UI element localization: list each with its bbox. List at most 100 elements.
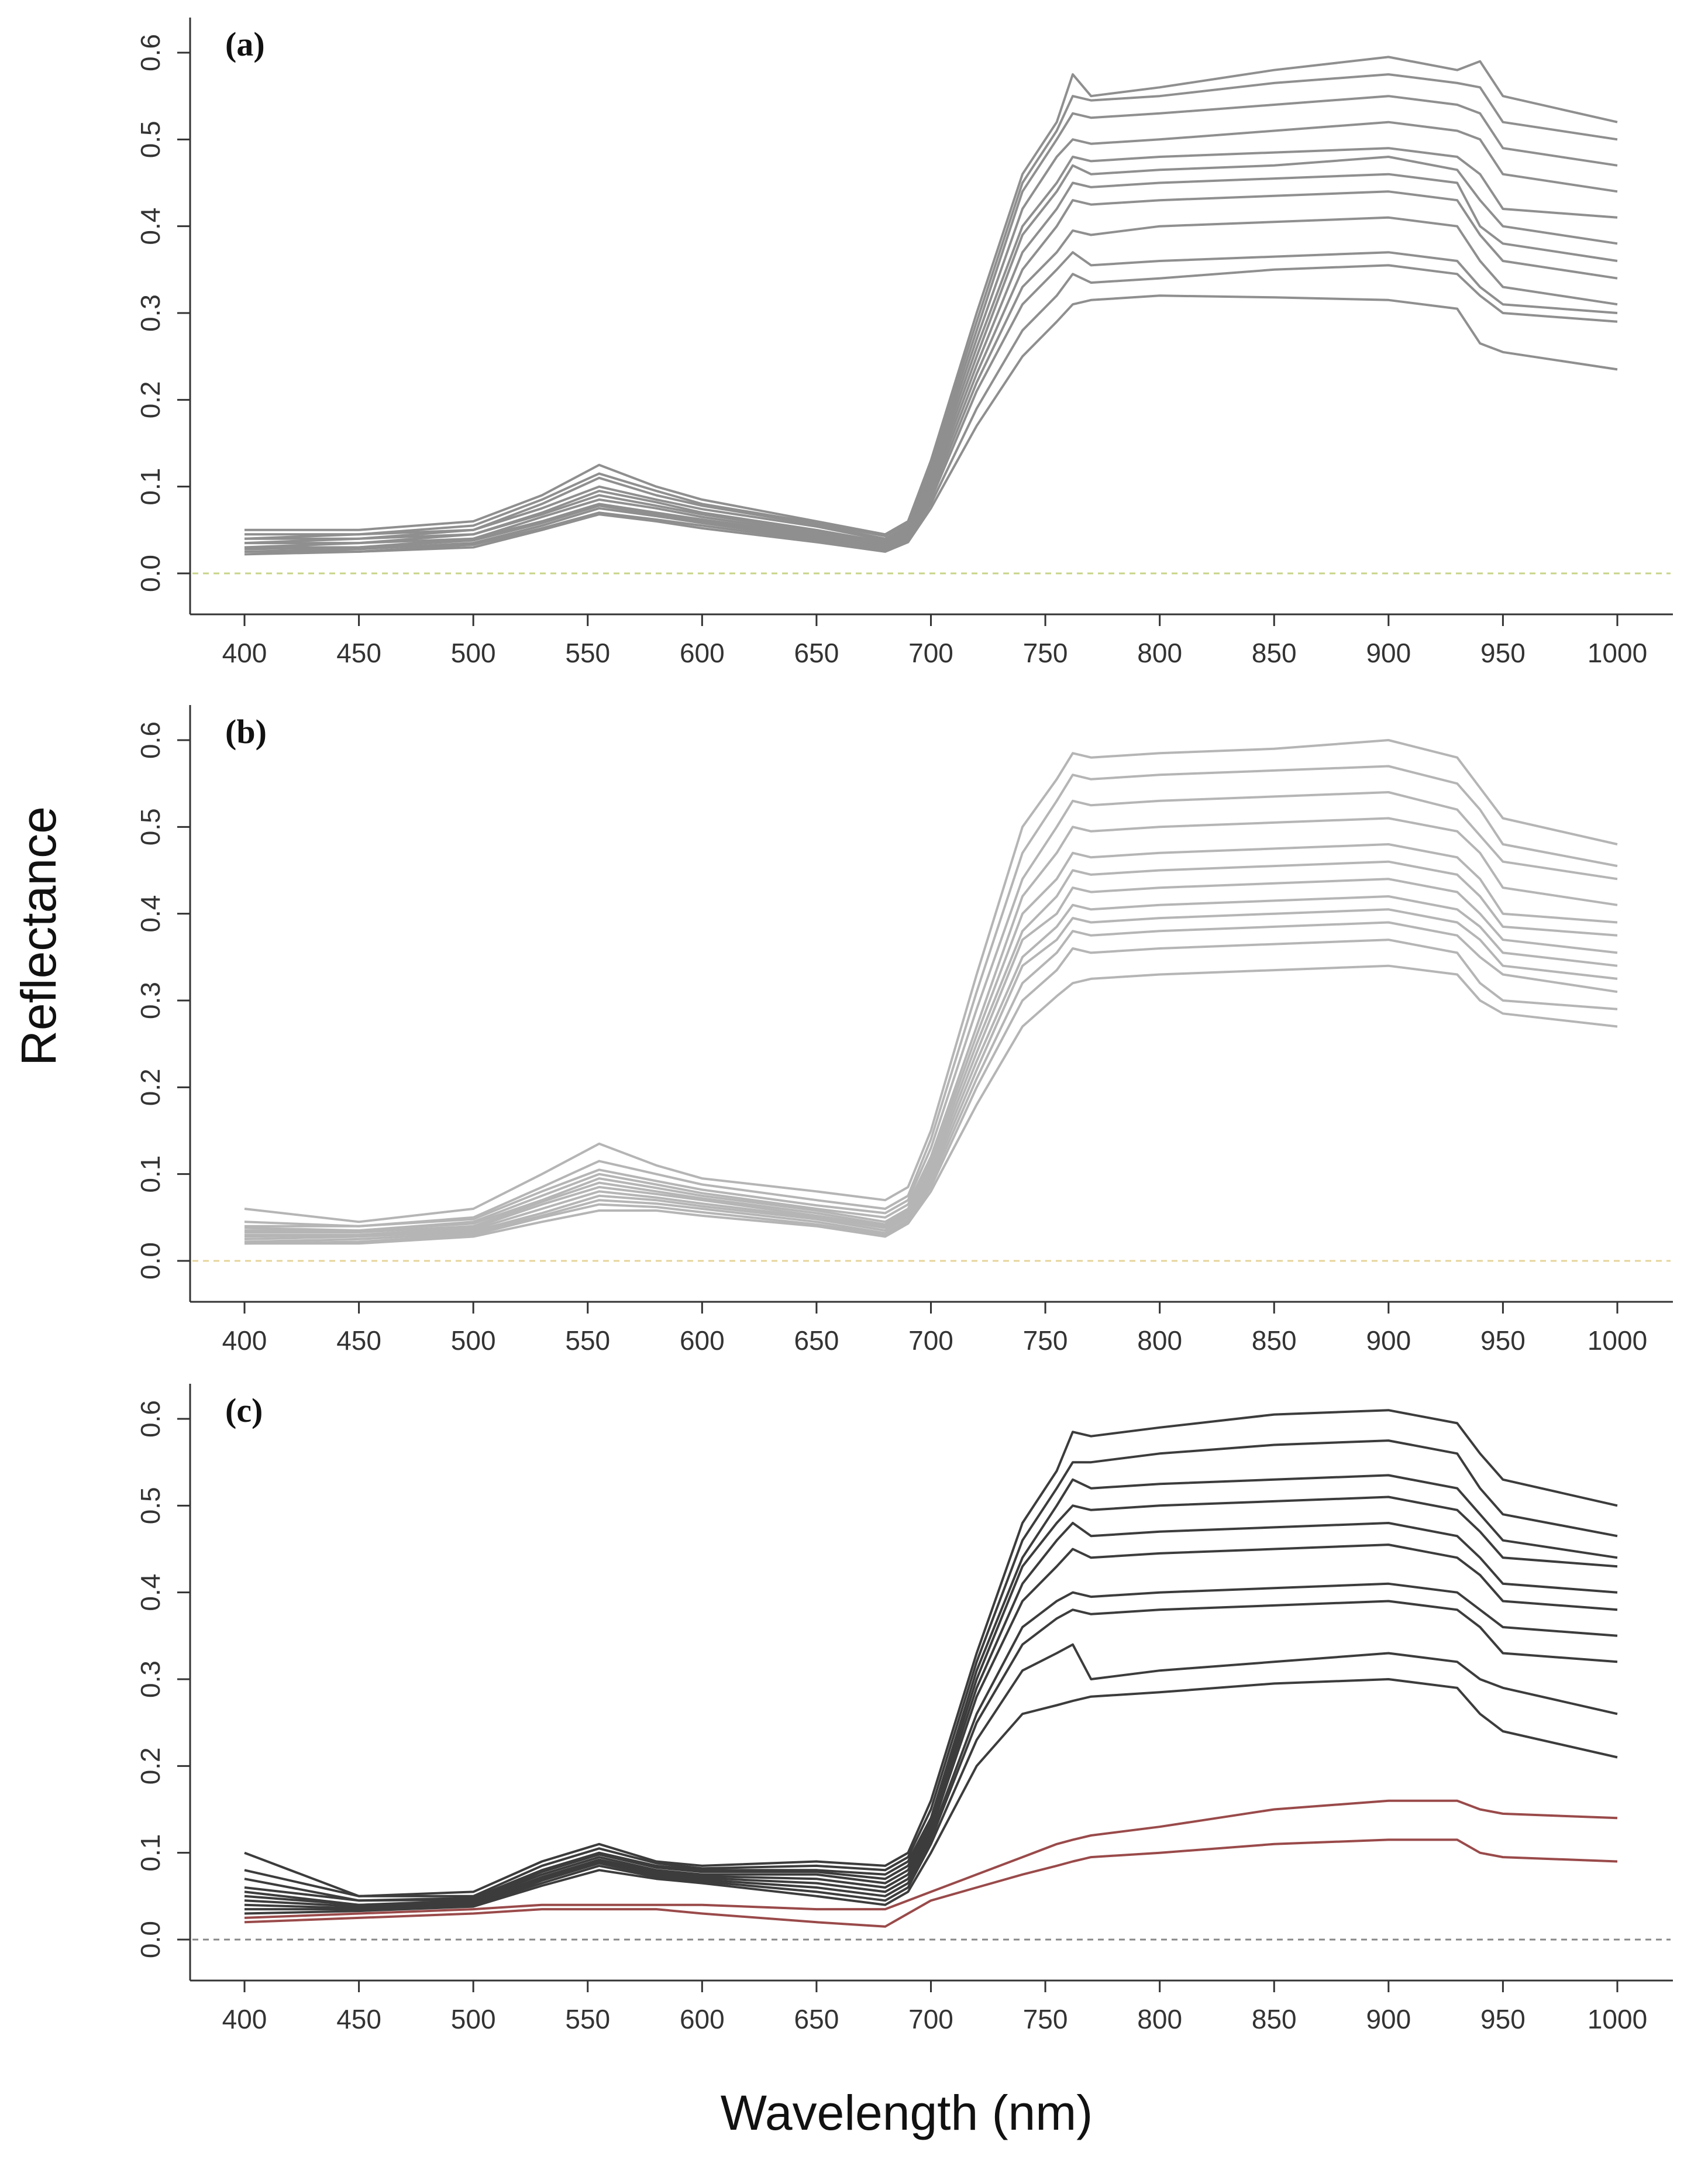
y-tick-label: 0.3	[135, 982, 166, 1019]
series-line-sample-08	[244, 895, 1618, 1238]
x-tick-label: 650	[794, 2004, 839, 2034]
series-line-sample-01	[244, 1409, 1618, 1897]
x-tick-label: 800	[1137, 2004, 1182, 2034]
series-line-sample-11	[244, 938, 1618, 1245]
y-tick-label: 0.2	[135, 1747, 166, 1785]
chart-panel-1: 0.0 0.1 0.2 0.3 0.4 0.5 0.6 400 450 500 550 600 650 7…	[135, 18, 1673, 668]
series-line-sample-10	[244, 921, 1618, 1243]
series-line-sample-03	[245, 791, 1618, 1228]
series-line-sample-06	[245, 156, 1618, 545]
x-tick-label: 1000	[1588, 638, 1647, 668]
y-tick-label: 0.0	[135, 555, 166, 592]
series-line-sample-03	[244, 1474, 1618, 1902]
series-line-sample-09	[244, 216, 1618, 551]
y-tick-label: 0.5	[135, 808, 166, 845]
x-tick-label: 900	[1366, 638, 1411, 668]
x-tick-label: 450	[336, 638, 381, 668]
x-tick-label: 850	[1252, 638, 1297, 668]
series-line-sample-10	[244, 1678, 1618, 1915]
series-line-sample-04	[245, 121, 1618, 542]
y-tick-label: 0.1	[135, 1156, 166, 1193]
y-tick-label: 0.1	[135, 1834, 166, 1872]
x-tick-label: 500	[451, 1325, 496, 1356]
x-tick-label: 850	[1252, 2004, 1297, 2034]
x-tick-label: 550	[565, 2004, 610, 2034]
y-tick-label: 0.0	[135, 1921, 166, 1958]
series-line-sample-01	[245, 56, 1618, 536]
x-tick-label: 550	[565, 638, 610, 668]
y-tick-label: 0.4	[135, 1574, 166, 1611]
x-tick-label: 500	[451, 638, 496, 668]
y-tick-label: 0.4	[135, 208, 166, 245]
series-line-sample-04	[244, 1495, 1618, 1902]
series-line-sample-05	[244, 1522, 1618, 1906]
y-tick-label: 0.6	[135, 34, 166, 71]
series-line-sample-01	[244, 739, 1618, 1223]
x-tick-label: 700	[908, 1325, 953, 1356]
chart-panel-3: 0.0 0.1 0.2 0.3 0.4 0.5 0.6 400 450 500 550 600 650 7…	[135, 1384, 1673, 2034]
series-line-sample-06	[245, 860, 1618, 1234]
x-tick-label: 450	[336, 2004, 381, 2034]
x-tick-label: 400	[222, 638, 267, 668]
series-line-sample-12	[244, 1838, 1618, 1928]
series-line-sample-12	[244, 294, 1618, 556]
series-line-sample-05	[244, 147, 1618, 545]
x-tick-label: 750	[1023, 638, 1068, 668]
series-line-sample-03	[244, 95, 1618, 540]
series-line-sample-02	[244, 765, 1618, 1228]
y-tick-label: 0.2	[135, 1068, 166, 1106]
chart-panels: 0.0 0.1 0.2 0.3 0.4 0.5 0.6 400 450 500 550 600 650 7…	[135, 18, 1673, 2034]
series-line-sample-02	[244, 1439, 1618, 1897]
x-tick-label: 850	[1252, 1325, 1297, 1356]
panel-label: (b)	[225, 713, 267, 751]
series-line-sample-07	[244, 1582, 1618, 1908]
y-tick-label: 0.3	[135, 294, 166, 332]
x-tick-label: 800	[1137, 1325, 1182, 1356]
y-tick-label: 0.1	[135, 468, 166, 506]
series-line-sample-09	[244, 908, 1618, 1240]
y-tick-label: 0.2	[135, 381, 166, 418]
series-line-sample-12	[245, 964, 1618, 1245]
panel-label: (c)	[225, 1391, 263, 1429]
series-line-sample-07	[245, 878, 1618, 1236]
x-tick-label: 900	[1366, 2004, 1411, 2034]
series-line-sample-06	[244, 1543, 1618, 1906]
y-tick-label: 0.6	[135, 1400, 166, 1438]
y-tick-label: 0.4	[135, 895, 166, 933]
x-axis-label: Wavelength (nm)	[721, 2085, 1093, 2140]
x-tick-label: 950	[1480, 2004, 1526, 2034]
y-tick-label: 0.5	[135, 1487, 166, 1524]
x-tick-label: 600	[680, 1325, 725, 1356]
y-tick-label: 0.5	[135, 121, 166, 158]
series-line-sample-05	[245, 843, 1618, 1232]
series-line-sample-09	[245, 1643, 1618, 1911]
y-axis-label: Reflectance	[11, 806, 66, 1066]
panel-label: (a)	[225, 25, 265, 63]
x-tick-label: 500	[451, 2004, 496, 2034]
x-tick-label: 400	[222, 1325, 267, 1356]
series-line-sample-08	[244, 1600, 1618, 1910]
chart-panel-2: 0.0 0.1 0.2 0.3 0.4 0.5 0.6 400 450 500 550 600 650 7…	[135, 705, 1673, 1356]
x-tick-label: 950	[1480, 1325, 1526, 1356]
x-tick-label: 450	[336, 1325, 381, 1356]
x-tick-label: 1000	[1588, 1325, 1647, 1356]
x-tick-label: 750	[1023, 1325, 1068, 1356]
x-tick-label: 700	[908, 638, 953, 668]
y-tick-label: 0.3	[135, 1660, 166, 1698]
x-tick-label: 600	[680, 638, 725, 668]
x-tick-label: 750	[1023, 2004, 1068, 2034]
series-line-sample-11	[245, 264, 1618, 553]
x-tick-label: 900	[1366, 1325, 1411, 1356]
x-tick-label: 600	[680, 2004, 725, 2034]
x-tick-label: 650	[794, 1325, 839, 1356]
series-line-sample-08	[245, 190, 1618, 549]
x-tick-label: 650	[794, 638, 839, 668]
x-tick-label: 800	[1137, 638, 1182, 668]
y-tick-label: 0.6	[135, 721, 166, 759]
x-tick-label: 950	[1480, 638, 1526, 668]
x-tick-label: 1000	[1588, 2004, 1647, 2034]
y-tick-label: 0.0	[135, 1242, 166, 1280]
series-line-sample-10	[244, 251, 1618, 553]
series-line-sample-07	[244, 173, 1618, 549]
